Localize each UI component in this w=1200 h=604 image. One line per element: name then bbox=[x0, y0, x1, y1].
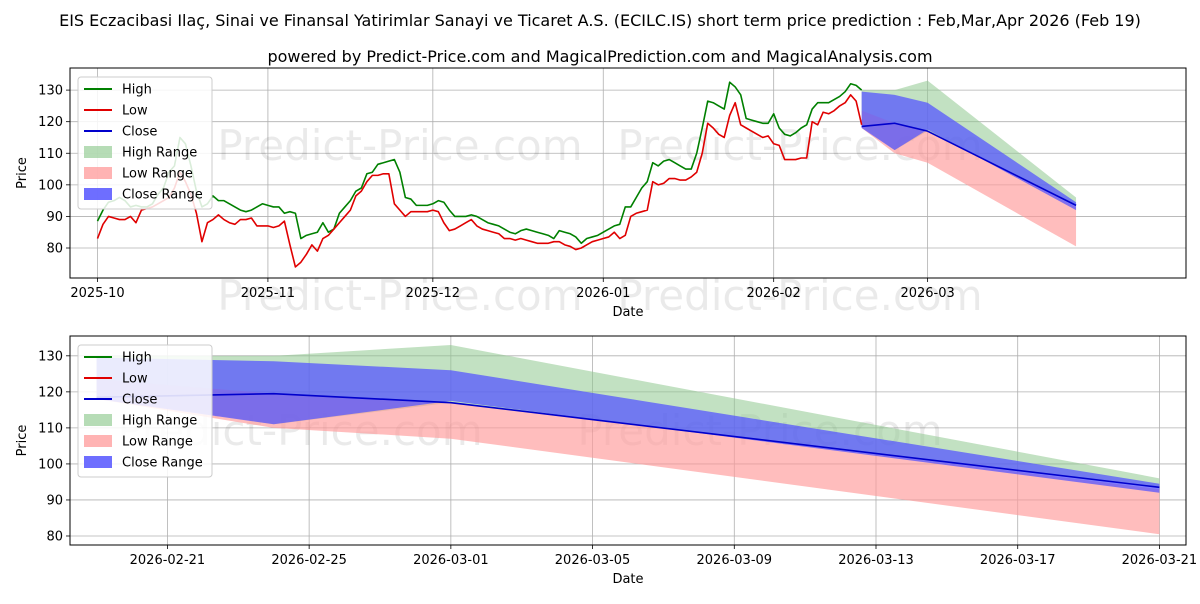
low-line bbox=[96, 94, 863, 268]
y-tick-label: 110 bbox=[38, 147, 63, 162]
x-tick-label: 2026-03-01 bbox=[413, 553, 489, 568]
close-line bbox=[861, 122, 1077, 207]
x-tick-label: 2026-03-05 bbox=[555, 553, 631, 568]
upper-chart-panel: Predict-Price.com Predict-Price.com Pred… bbox=[15, 67, 1187, 320]
legend-label-low: Low bbox=[122, 372, 148, 387]
plot-frame bbox=[69, 67, 1187, 279]
x-tick-label: 2026-02 bbox=[747, 286, 801, 301]
y-tick-label: 90 bbox=[46, 210, 63, 225]
x-tick-label: 2026-03-09 bbox=[697, 553, 773, 568]
x-tick-label: 2026-01 bbox=[576, 286, 630, 301]
y-tick-label: 90 bbox=[46, 493, 63, 508]
legend-label-close-range: Close Range bbox=[122, 456, 203, 471]
x-tick-label: 2025-11 bbox=[241, 286, 295, 301]
y-tick-label: 80 bbox=[46, 242, 63, 257]
y-axis-label: Price bbox=[15, 157, 30, 189]
legend-swatch-low-range bbox=[84, 167, 112, 179]
upper-lines bbox=[96, 81, 1077, 268]
low-range-band bbox=[861, 110, 1077, 247]
chart-subtitle: powered by Predict-Price.com and Magical… bbox=[267, 47, 932, 66]
y-tick-label: 130 bbox=[38, 349, 63, 364]
legend-label-close: Close bbox=[122, 393, 157, 408]
y-tick-label: 80 bbox=[46, 529, 63, 544]
legend-label-low-range: Low Range bbox=[122, 167, 193, 182]
x-tick-label: 2026-03-21 bbox=[1122, 553, 1198, 568]
y-tick-label: 100 bbox=[38, 457, 63, 472]
upper-legend: High Low Close High Range Low Range Close Ran… bbox=[77, 76, 213, 210]
legend-swatch-close-range bbox=[84, 188, 112, 200]
y-axis-label: Price bbox=[15, 425, 30, 457]
lower-legend: High Low Close High Range Low Range Close Ran… bbox=[77, 344, 213, 478]
close-range-band bbox=[96, 357, 1160, 493]
x-tick-label: 2026-03 bbox=[900, 286, 954, 301]
legend-label-low: Low bbox=[122, 104, 148, 119]
legend-swatch-close-range bbox=[84, 456, 112, 468]
x-tick-label: 2026-03-13 bbox=[838, 553, 914, 568]
legend-label-high: High bbox=[122, 351, 152, 366]
plot-frame bbox=[69, 335, 1187, 546]
watermark: Predict-Price.com bbox=[217, 121, 582, 170]
legend-swatch-low-range bbox=[84, 435, 112, 447]
lower-axes: 80 90 100 110 120 130 2026-02-21 2026-02-25 2026… bbox=[15, 335, 1198, 587]
x-tick-label: 2026-02-21 bbox=[130, 553, 206, 568]
x-axis-label: Date bbox=[612, 572, 643, 587]
lower-chart-panel: Predict-Price.com Predict-Price.com 8090… bbox=[15, 335, 1198, 587]
legend-label-close-range: Close Range bbox=[122, 188, 203, 203]
x-axis-label: Date bbox=[612, 305, 643, 320]
watermark: Predict-Price.com bbox=[217, 271, 582, 320]
x-tick-label: 2025-12 bbox=[406, 286, 460, 301]
legend-label-high: High bbox=[122, 83, 152, 98]
legend-swatch-high-range bbox=[84, 414, 112, 426]
lower-ranges bbox=[96, 345, 1160, 535]
legend-swatch-high-range bbox=[84, 146, 112, 158]
y-tick-label: 110 bbox=[38, 421, 63, 436]
legend-label-close: Close bbox=[122, 125, 157, 140]
y-tick-label: 100 bbox=[38, 178, 63, 193]
x-tick-label: 2026-03-17 bbox=[980, 553, 1056, 568]
upper-axes: 80 90 100 110 120 130 2025-10 2025-11 2025-12 202… bbox=[15, 67, 1187, 320]
legend-label-low-range: Low Range bbox=[122, 435, 193, 450]
legend-label-high-range: High Range bbox=[122, 146, 197, 161]
x-tick-label: 2026-02-25 bbox=[271, 553, 347, 568]
y-tick-label: 120 bbox=[38, 385, 63, 400]
y-tick-label: 120 bbox=[38, 115, 63, 130]
x-tick-label: 2025-10 bbox=[70, 286, 124, 301]
y-tick-label: 130 bbox=[38, 84, 63, 99]
watermark: Predict-Price.com bbox=[617, 271, 982, 320]
high-line bbox=[96, 81, 863, 245]
low-range-band bbox=[96, 379, 1160, 535]
chart-title: EIS Eczacibasi Ilaç, Sinai ve Finansal Y… bbox=[59, 11, 1141, 30]
legend-label-high-range: High Range bbox=[122, 414, 197, 429]
